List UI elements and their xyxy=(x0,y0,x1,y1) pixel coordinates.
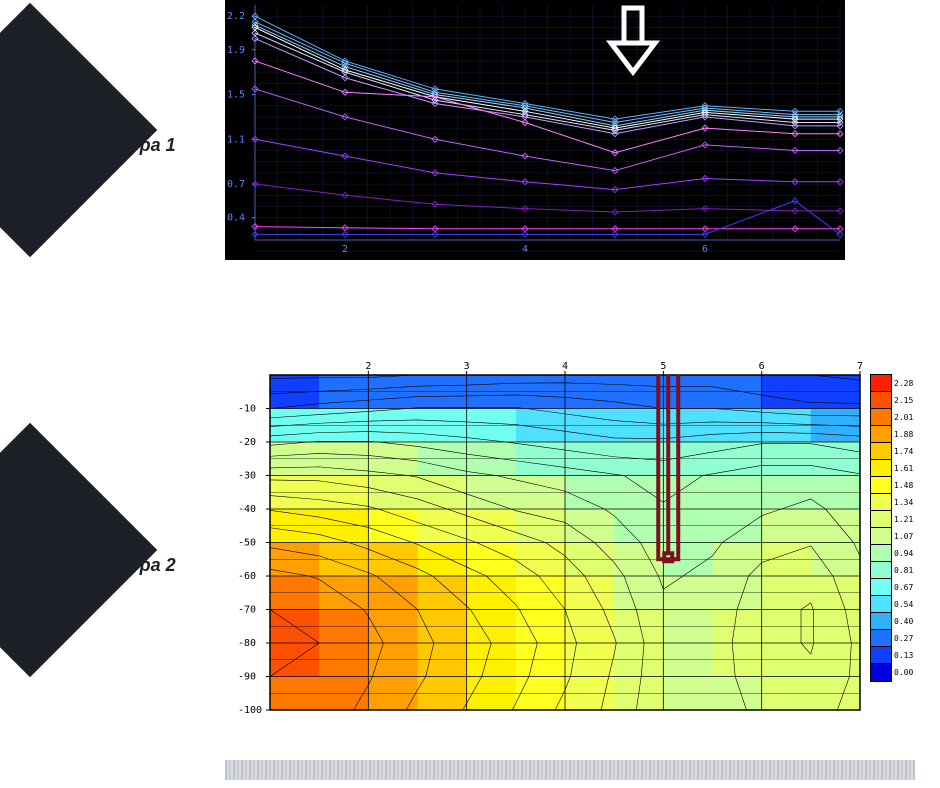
line-chart: 0.4 0.7 1.1 1.5 1.9 2.2 2 4 6 xyxy=(225,0,845,260)
svg-text:2: 2 xyxy=(342,244,348,255)
legend-value: 0.54 xyxy=(894,600,913,609)
legend-value: 1.21 xyxy=(894,515,913,524)
svg-text:-80: -80 xyxy=(238,638,256,649)
legend-row: 1.74 xyxy=(870,443,925,460)
figure-1-label: Фигура 1 xyxy=(95,135,176,156)
svg-text:-90: -90 xyxy=(238,672,256,683)
arrow-icon xyxy=(611,8,655,72)
color-legend: 2.28 2.15 2.01 1.88 1.74 1.61 1.48 1.34 1.21 1.07… xyxy=(870,375,925,681)
legend-row: 0.81 xyxy=(870,562,925,579)
legend-value: 1.74 xyxy=(894,447,913,456)
legend-row: 0.13 xyxy=(870,647,925,664)
svg-text:-70: -70 xyxy=(238,605,256,616)
legend-value: 2.15 xyxy=(894,396,913,405)
legend-value: 1.34 xyxy=(894,498,913,507)
svg-text:7: 7 xyxy=(857,361,863,372)
legend-row: 1.34 xyxy=(870,494,925,511)
legend-value: 1.48 xyxy=(894,481,913,490)
tag-arrow-1 xyxy=(0,3,157,258)
legend-row: 2.15 xyxy=(870,392,925,409)
contour-chart-svg: 2 3 4 5 6 7 -10 -20 -30 -40 -50 -60 -70 -80 -90 -100 xyxy=(225,355,865,715)
legend-row: 2.01 xyxy=(870,409,925,426)
legend-value: 0.81 xyxy=(894,566,913,575)
legend-value: 0.67 xyxy=(894,583,913,592)
svg-text:-40: -40 xyxy=(238,504,256,515)
legend-row: 1.48 xyxy=(870,477,925,494)
legend-value: 1.61 xyxy=(894,464,913,473)
legend-value: 0.27 xyxy=(894,634,913,643)
legend-value: 1.07 xyxy=(894,532,913,541)
svg-text:-30: -30 xyxy=(238,471,256,482)
legend-value: 0.00 xyxy=(894,668,913,677)
legend-row: 1.88 xyxy=(870,426,925,443)
legend-row: 0.94 xyxy=(870,545,925,562)
legend-row: 0.54 xyxy=(870,596,925,613)
svg-text:0.7: 0.7 xyxy=(227,179,245,190)
svg-text:6: 6 xyxy=(759,361,765,372)
svg-text:5: 5 xyxy=(660,361,666,372)
noise-strip xyxy=(225,760,915,780)
svg-text:1.5: 1.5 xyxy=(227,90,245,101)
legend-swatch xyxy=(870,663,892,682)
svg-text:4: 4 xyxy=(522,244,528,255)
figure-2-label: Фигура 2 xyxy=(95,555,176,576)
svg-text:-100: -100 xyxy=(238,705,262,715)
legend-row: 1.21 xyxy=(870,511,925,528)
legend-row: 0.67 xyxy=(870,579,925,596)
legend-value: 2.28 xyxy=(894,379,913,388)
svg-text:2.2: 2.2 xyxy=(227,11,245,22)
legend-row: 0.27 xyxy=(870,630,925,647)
legend-value: 1.88 xyxy=(894,430,913,439)
line-chart-svg: 0.4 0.7 1.1 1.5 1.9 2.2 2 4 6 xyxy=(225,0,845,260)
legend-row: 2.28 xyxy=(870,375,925,392)
tag-arrow-2 xyxy=(0,423,157,678)
legend-value: 2.01 xyxy=(894,413,913,422)
legend-row: 1.61 xyxy=(870,460,925,477)
svg-text:-60: -60 xyxy=(238,571,256,582)
legend-row: 0.00 xyxy=(870,664,925,681)
contour-chart: 2 3 4 5 6 7 -10 -20 -30 -40 -50 -60 -70 -80 -90 -100 2.… xyxy=(225,355,925,715)
svg-text:-10: -10 xyxy=(238,404,256,415)
legend-value: 0.13 xyxy=(894,651,913,660)
svg-text:1.9: 1.9 xyxy=(227,45,245,56)
svg-text:1.1: 1.1 xyxy=(227,134,245,145)
svg-text:-50: -50 xyxy=(238,538,256,549)
svg-text:4: 4 xyxy=(562,361,568,372)
svg-text:-20: -20 xyxy=(238,437,256,448)
svg-text:2: 2 xyxy=(365,361,371,372)
svg-text:3: 3 xyxy=(464,361,470,372)
svg-text:6: 6 xyxy=(702,244,708,255)
legend-value: 0.40 xyxy=(894,617,913,626)
legend-row: 0.40 xyxy=(870,613,925,630)
svg-text:0.4: 0.4 xyxy=(227,213,245,224)
legend-row: 1.07 xyxy=(870,528,925,545)
legend-value: 0.94 xyxy=(894,549,913,558)
